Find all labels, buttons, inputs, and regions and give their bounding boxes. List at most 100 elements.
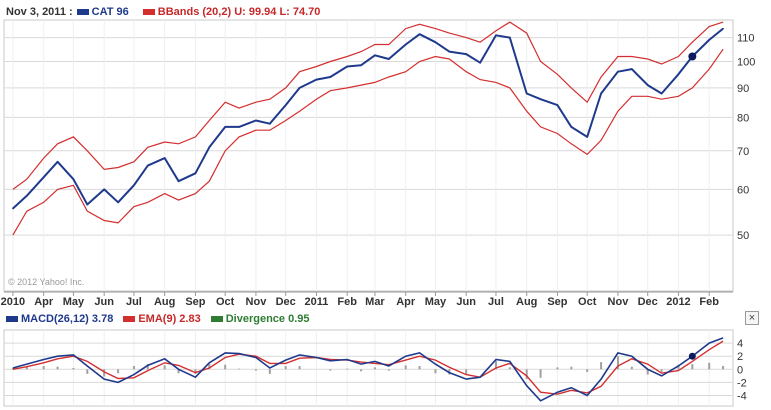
x-tick-label: May bbox=[63, 296, 85, 308]
price-point bbox=[600, 92, 602, 95]
price-y-tick: 110 bbox=[737, 33, 755, 45]
bollinger-bands bbox=[12, 21, 724, 236]
price-point bbox=[617, 70, 619, 73]
divergence-bar bbox=[418, 366, 421, 370]
divergence-bar bbox=[177, 369, 180, 374]
macd-swatch-icon bbox=[6, 316, 18, 322]
symbol-value: 96 bbox=[116, 6, 129, 18]
x-tick-label: Dec bbox=[638, 296, 658, 308]
price-point bbox=[177, 180, 180, 183]
price-y-tick: 70 bbox=[737, 146, 749, 158]
divergence-bar bbox=[708, 362, 711, 370]
x-tick-label: Aug bbox=[154, 296, 175, 308]
divergence-bar bbox=[434, 369, 437, 374]
macd-y-tick: -2 bbox=[737, 377, 747, 389]
x-tick-label: Jun bbox=[94, 296, 114, 308]
bbands-upper-line bbox=[12, 21, 724, 190]
x-tick-label: Sep bbox=[547, 296, 567, 308]
price-point bbox=[404, 43, 407, 46]
price-point bbox=[255, 119, 257, 122]
divergence-bar bbox=[387, 369, 390, 371]
price-point bbox=[103, 188, 105, 191]
divergence-bar bbox=[600, 362, 603, 370]
price-point bbox=[284, 104, 287, 106]
x-tick-label: 2012 bbox=[666, 296, 690, 308]
divergence-bar bbox=[208, 364, 211, 370]
divergence-bar bbox=[329, 369, 332, 371]
x-tick-label: Feb bbox=[337, 296, 357, 308]
macd-grid bbox=[3, 329, 734, 407]
price-y-tick: 90 bbox=[737, 83, 749, 95]
price-point bbox=[418, 33, 421, 35]
divergence-bar bbox=[570, 366, 573, 370]
divergence-bar bbox=[586, 369, 589, 372]
x-tick-label: 2011 bbox=[304, 296, 328, 308]
divergence-bar bbox=[525, 369, 528, 380]
x-tick-label: Apr bbox=[34, 296, 54, 308]
price-point bbox=[586, 136, 588, 138]
macd-marker bbox=[688, 352, 696, 360]
price-point bbox=[56, 160, 59, 163]
macd-plot-frame bbox=[3, 329, 734, 407]
price-point bbox=[570, 126, 573, 128]
divergence-bar bbox=[677, 364, 680, 370]
divergence-bar bbox=[42, 366, 45, 370]
divergence-bar bbox=[646, 369, 649, 375]
x-tick-label: Aug bbox=[516, 296, 537, 308]
x-tick-label: Jul bbox=[126, 296, 142, 308]
price-point bbox=[660, 92, 663, 95]
divergence-bar bbox=[630, 366, 633, 370]
price-point bbox=[72, 178, 75, 181]
price-point bbox=[539, 98, 542, 101]
price-point bbox=[525, 92, 528, 95]
divergence-bar bbox=[117, 369, 120, 374]
divergence-bar bbox=[25, 366, 28, 370]
ema-swatch-icon bbox=[123, 316, 136, 322]
price-point bbox=[708, 39, 710, 41]
bbands-swatch-icon bbox=[142, 9, 155, 15]
divergence-bar bbox=[72, 368, 75, 370]
divergence-bar bbox=[360, 369, 363, 372]
price-point bbox=[269, 122, 271, 125]
cat-price-line bbox=[12, 27, 724, 210]
price-y-tick: 60 bbox=[737, 184, 749, 196]
divergence-bar bbox=[373, 367, 376, 370]
price-point bbox=[374, 54, 376, 57]
macd-y-tick: 4 bbox=[737, 338, 743, 350]
divergence-bar bbox=[238, 368, 241, 370]
main-legend: Nov 3, 2011 : CAT 96 BBands (20,2) U: 99… bbox=[6, 6, 320, 18]
price-point bbox=[42, 176, 45, 179]
divergence-bar bbox=[346, 368, 349, 370]
divergence-bar bbox=[508, 367, 511, 370]
price-point bbox=[147, 164, 149, 167]
divergence-bar bbox=[722, 366, 725, 370]
divergence-bar bbox=[254, 369, 257, 371]
price-point bbox=[631, 68, 633, 70]
divergence-bar bbox=[268, 369, 271, 374]
x-tick-label: Jul bbox=[488, 296, 504, 308]
x-axis: 2010 Apr May Jun Jul Aug Sep Oct Nov Dec 2011 Feb Ma… bbox=[1, 291, 733, 308]
x-tick-label: May bbox=[425, 296, 447, 308]
price-point bbox=[346, 65, 348, 68]
macd-y-tick: -4 bbox=[737, 391, 747, 403]
divergence-bar bbox=[132, 366, 135, 370]
macd-y-axis: 420-2 -4 bbox=[737, 338, 747, 402]
divergence-label: Divergence bbox=[225, 313, 286, 325]
x-tick-label: Feb bbox=[699, 296, 719, 308]
divergence-bar bbox=[494, 360, 497, 370]
price-point bbox=[26, 194, 28, 197]
price-point bbox=[495, 34, 497, 37]
x-tick-label: Nov bbox=[246, 296, 268, 308]
x-tick-label: Oct bbox=[216, 296, 235, 308]
price-point bbox=[360, 64, 362, 67]
x-tick-label: 2010 bbox=[1, 296, 25, 308]
divergence-bar bbox=[616, 356, 619, 370]
price-point bbox=[163, 157, 166, 159]
price-point bbox=[448, 50, 451, 53]
close-macd-button[interactable]: × bbox=[745, 311, 759, 325]
bbands-lower-line bbox=[12, 48, 724, 236]
price-point bbox=[117, 201, 119, 204]
price-point bbox=[509, 36, 511, 39]
divergence-bar bbox=[146, 364, 149, 370]
divergence-bar bbox=[56, 366, 59, 370]
